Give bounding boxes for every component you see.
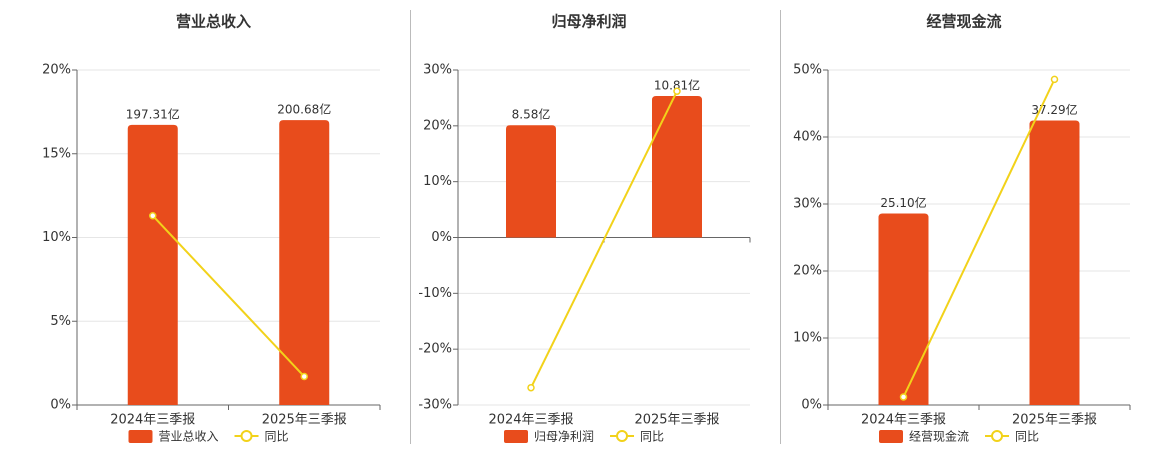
y-tick-label: 40% [793, 130, 822, 145]
line-point [300, 372, 308, 381]
value-label: 10.81亿 [654, 78, 700, 93]
legend-swatch [128, 430, 153, 443]
x-tick-label: 2025年三季报 [634, 413, 719, 428]
bar [127, 124, 178, 405]
y-tick-label: 20% [793, 264, 822, 279]
value-label: 200.68亿 [277, 102, 331, 117]
value-label: 8.58亿 [512, 107, 551, 122]
y-tick-label: -20% [418, 342, 452, 357]
x-tick-label: 2024年三季报 [488, 413, 573, 428]
x-tick-label: 2024年三季报 [110, 413, 195, 428]
y-tick-label: 10% [42, 230, 71, 245]
y-tick-label: 0% [801, 398, 822, 413]
legend-label: 同比 [265, 430, 289, 444]
line-point [899, 393, 908, 401]
line-point [527, 383, 535, 392]
y-tick-label: 50% [793, 63, 822, 78]
y-tick-label: 15% [42, 146, 71, 161]
x-tick-label: 2025年三季报 [1012, 413, 1097, 428]
value-label: 197.31亿 [126, 106, 180, 121]
bar [878, 213, 929, 405]
y-tick-label: 10% [793, 331, 822, 346]
legend-swatch [991, 430, 1004, 442]
x-tick-label: 2024年三季报 [861, 413, 946, 428]
y-tick-label: -10% [418, 286, 452, 301]
bar [279, 120, 330, 405]
value-label: 25.10亿 [880, 195, 926, 210]
y-tick-label: 10% [423, 174, 452, 189]
y-tick-label: 0% [50, 398, 71, 413]
bar [506, 125, 556, 238]
line [152, 215, 305, 378]
legend-label: 营业总收入 [159, 430, 219, 444]
legend-label: 经营现金流 [909, 429, 969, 444]
y-tick-label: 5% [50, 314, 71, 329]
y-tick-label: 30% [793, 197, 822, 212]
x-tick-label: 2025年三季报 [262, 413, 347, 428]
legend-label: 同比 [1015, 430, 1039, 444]
legend-swatch [240, 430, 253, 442]
bar [652, 96, 702, 238]
line-point [149, 211, 157, 220]
line [902, 78, 1056, 398]
legend-label: 归母净利润 [534, 430, 594, 444]
line-point [673, 87, 681, 95]
legend-label: 同比 [640, 430, 664, 444]
chart-title: 归母净利润 [551, 13, 626, 31]
chart-title: 营业总收入 [176, 13, 251, 31]
y-tick-label: 30% [423, 63, 452, 78]
chart-title: 经营现金流 [926, 13, 1001, 31]
legend-swatch [616, 430, 629, 442]
bar [1029, 120, 1080, 406]
line-point [1050, 75, 1059, 84]
legend-swatch [879, 430, 903, 443]
legend-swatch [504, 430, 528, 443]
line [530, 90, 678, 389]
y-tick-label: 20% [423, 118, 452, 133]
y-tick-label: 0% [431, 230, 452, 245]
y-tick-label: -30% [418, 398, 452, 413]
y-tick-label: 20% [42, 63, 71, 78]
